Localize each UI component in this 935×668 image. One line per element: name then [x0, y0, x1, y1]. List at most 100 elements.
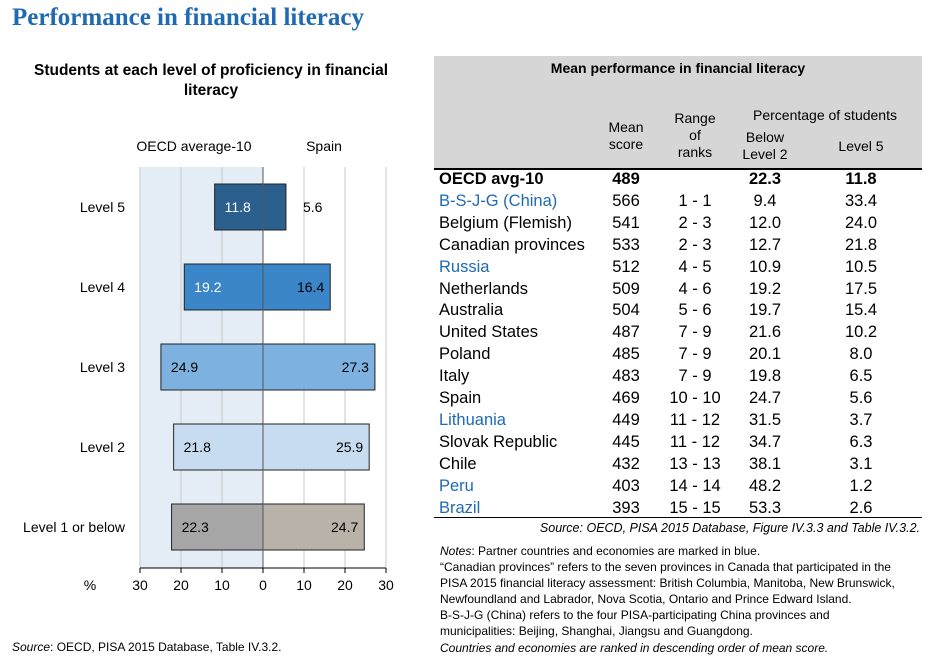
table-row: Russia 512 4 - 5 10.9 10.5 — [434, 256, 922, 278]
cell-range-of-ranks: 1 - 1 — [678, 191, 712, 210]
table-row: Lithuania 449 11 - 12 31.5 3.7 — [434, 409, 922, 431]
cell-mean-score: 403 — [612, 476, 640, 495]
table-row: Australia 504 5 - 6 19.7 15.4 — [434, 299, 922, 321]
table-bottom-rule — [434, 517, 922, 518]
table-row: Poland 485 7 - 9 20.1 8.0 — [434, 343, 922, 365]
cell-below-level2: 19.8 — [748, 367, 782, 386]
cell-country: Spain — [439, 389, 482, 407]
bar-spain-1 — [262, 183, 287, 231]
cell-level5: 2.6 — [849, 498, 873, 517]
bar-oecd-3 — [160, 343, 264, 391]
bar-oecd-1 — [214, 183, 264, 231]
notes-line-2: “Canadian provinces” refers to the seven… — [440, 560, 891, 575]
category-label: Level 4 — [80, 279, 125, 295]
cell-range-of-ranks: 15 - 15 — [669, 498, 721, 517]
cell-level5: 24.0 — [844, 213, 878, 232]
table-row: Slovak Republic 445 11 - 12 34.7 6.3 — [434, 431, 922, 453]
cell-range-of-ranks: 7 - 9 — [678, 345, 712, 364]
header-percentage-of-students: Percentage of students — [753, 107, 897, 123]
chart-title: Students at each level of proficiency in… — [33, 62, 388, 99]
cell-level5: 3.7 — [849, 410, 873, 429]
page-title: Performance in financial literacy — [12, 4, 364, 31]
cell-country: Brazil — [439, 498, 481, 517]
bar-spain-2 — [262, 263, 331, 311]
cell-mean-score: 512 — [612, 257, 640, 276]
cell-below-level2: 9.4 — [753, 191, 777, 210]
table-row: Canadian provinces 533 2 - 3 12.7 21.8 — [434, 234, 922, 256]
cell-below-level2: 34.7 — [748, 432, 782, 451]
cell-range-of-ranks: 11 - 12 — [669, 410, 721, 429]
category-label: Level 5 — [80, 199, 125, 215]
cell-country: Italy — [439, 367, 470, 386]
cell-mean-score: 449 — [612, 410, 640, 429]
cell-mean-score: 541 — [612, 213, 640, 232]
cell-below-level2: 48.2 — [748, 476, 782, 495]
cell-country: B-S-J-G (China) — [439, 191, 558, 210]
header-level5: Level 5 — [838, 138, 884, 154]
cell-country: Slovak Republic — [439, 432, 558, 451]
cell-mean-score: 469 — [612, 389, 640, 407]
bar-oecd-4 — [173, 423, 264, 471]
cell-level5: 6.3 — [849, 432, 873, 451]
x-tick-label: 10 — [214, 577, 230, 593]
header-below-level2: Below Level 2 — [742, 129, 788, 162]
cell-level5: 33.4 — [844, 191, 878, 210]
cell-country: Netherlands — [439, 279, 528, 298]
cell-level5: 10.5 — [844, 257, 878, 276]
cell-range-of-ranks: 11 - 12 — [669, 432, 721, 451]
x-tick-label: 10 — [296, 577, 312, 593]
table-row-oecd-average: OECD avg-10 489 22.3 11.8 — [434, 168, 922, 190]
notes-line-3: PISA 2015 financial literacy assessment:… — [440, 576, 895, 591]
notes-line-1: Notes: Partner countries and economies a… — [440, 544, 761, 558]
x-tick-label: 20 — [337, 577, 353, 593]
value-label-spain: 5.6 — [303, 199, 323, 215]
cell-level5: 15.4 — [844, 301, 878, 320]
cell-below-level2: 24.7 — [748, 389, 782, 407]
cell-range-of-ranks: 14 - 14 — [669, 476, 721, 495]
cell-below-level2: 53.3 — [748, 498, 782, 517]
cell-mean-score: 393 — [612, 498, 640, 517]
table-title: Mean performance in financial literacy — [550, 60, 806, 76]
notes-line-5: B-S-J-G (China) refers to the four PISA-… — [440, 608, 830, 623]
cell-level5: 5.6 — [849, 389, 873, 407]
legend-oecd-average: OECD average-10 — [136, 138, 251, 154]
cell-mean-score: 483 — [612, 367, 640, 386]
cell-range-of-ranks: 2 - 3 — [678, 235, 712, 254]
cell-range-of-ranks: 4 - 5 — [678, 257, 712, 276]
cell-country: Poland — [439, 345, 491, 364]
x-tick-label: 0 — [259, 577, 267, 593]
cell-below-level2: 10.9 — [748, 257, 782, 276]
table-source: Source: OECD, PISA 2015 Database, Figure… — [539, 521, 920, 535]
notes-ranking: Countries and economies are ranked in de… — [440, 640, 829, 655]
cell-below-level2: 19.2 — [748, 279, 782, 298]
category-label: Level 2 — [80, 439, 125, 455]
cell-below-level2: 19.7 — [748, 301, 782, 320]
cell-mean-score: 533 — [612, 235, 640, 254]
value-label-oecd: 19.2 — [194, 279, 221, 295]
cell-level5: 21.8 — [844, 235, 878, 254]
header-mean-score: Mean score — [608, 119, 644, 152]
cell-mean-score: 489 — [612, 170, 640, 188]
value-label-oecd: 11.8 — [225, 199, 251, 215]
cell-country: Peru — [439, 476, 474, 495]
legend-spain: Spain — [306, 138, 342, 154]
bar-spain-5 — [262, 503, 365, 551]
cell-range-of-ranks: 7 - 9 — [678, 367, 712, 386]
header-range-of-ranks: Range of ranks — [674, 110, 716, 160]
x-tick-label: 20 — [173, 577, 189, 593]
cell-level5: 3.1 — [849, 454, 873, 473]
table-row: Peru 403 14 - 14 48.2 1.2 — [434, 475, 922, 497]
category-label: Level 3 — [80, 359, 125, 375]
cell-country: Australia — [439, 301, 504, 320]
bar-spain-4 — [262, 423, 370, 471]
cell-mean-score: 445 — [612, 432, 640, 451]
cell-below-level2: 20.1 — [748, 345, 782, 364]
cell-below-level2: 31.5 — [748, 410, 782, 429]
cell-range-of-ranks: 2 - 3 — [678, 213, 712, 232]
table-row: Spain 469 10 - 10 24.7 5.6 — [434, 387, 922, 409]
cell-mean-score: 509 — [612, 279, 640, 298]
cell-country: Chile — [439, 454, 477, 473]
cell-mean-score: 485 — [612, 345, 640, 364]
cell-level5: 10.2 — [844, 323, 878, 342]
proficiency-chart: OECD average-10 Spain Level 5 11.8 5.6 Level … — [23, 138, 394, 593]
